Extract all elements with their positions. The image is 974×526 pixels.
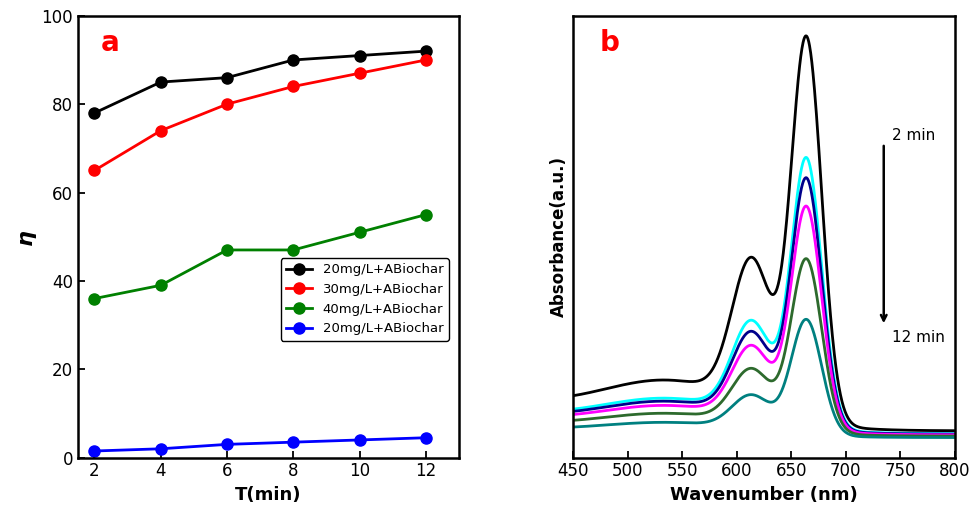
30mg/L+ABiochar [221,101,233,107]
40mg/L+ABiochar [354,229,365,236]
X-axis label: T(min): T(min) [236,486,302,504]
40mg/L+ABiochar [155,282,167,288]
40mg/L+ABiochar [420,211,431,218]
Line: 20mg/L+ABiochar: 20mg/L+ABiochar [89,432,431,457]
30mg/L+ABiochar [155,127,167,134]
20mg/L+ABiochar [221,75,233,81]
30mg/L+ABiochar [89,167,100,174]
20mg/L+ABiochar [354,437,365,443]
20mg/L+ABiochar [354,53,365,59]
20mg/L+ABiochar [287,439,299,446]
Text: b: b [600,29,619,57]
Line: 20mg/L+ABiochar: 20mg/L+ABiochar [89,46,431,118]
20mg/L+ABiochar [420,48,431,54]
40mg/L+ABiochar [287,247,299,253]
Line: 30mg/L+ABiochar: 30mg/L+ABiochar [89,54,431,176]
20mg/L+ABiochar [155,446,167,452]
Y-axis label: η: η [16,229,36,245]
20mg/L+ABiochar [89,448,100,454]
20mg/L+ABiochar [287,57,299,63]
20mg/L+ABiochar [221,441,233,448]
Legend: 20mg/L+ABiochar, 30mg/L+ABiochar, 40mg/L+ABiochar, 20mg/L+ABiochar: 20mg/L+ABiochar, 30mg/L+ABiochar, 40mg/L… [281,258,449,340]
20mg/L+ABiochar [420,434,431,441]
40mg/L+ABiochar [89,296,100,302]
30mg/L+ABiochar [354,70,365,76]
Text: 2 min: 2 min [892,128,936,143]
20mg/L+ABiochar [89,110,100,116]
Text: 12 min: 12 min [892,330,946,345]
X-axis label: Wavenumber (nm): Wavenumber (nm) [670,486,858,504]
Y-axis label: Absorbance(a.u.): Absorbance(a.u.) [550,156,568,317]
30mg/L+ABiochar [287,83,299,89]
30mg/L+ABiochar [420,57,431,63]
40mg/L+ABiochar [221,247,233,253]
Line: 40mg/L+ABiochar: 40mg/L+ABiochar [89,209,431,304]
Text: a: a [100,29,120,57]
20mg/L+ABiochar [155,79,167,85]
